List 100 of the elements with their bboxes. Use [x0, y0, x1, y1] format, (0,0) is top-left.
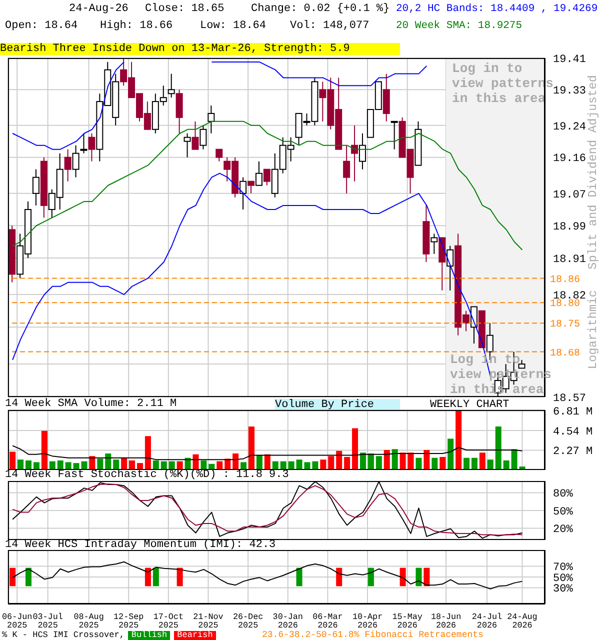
candlestick [430, 233, 438, 254]
annotation: WEEKLY CHART [430, 399, 510, 411]
bar [432, 458, 438, 470]
chart-title: 14 Week SMA Volume: 2.11 M [5, 398, 177, 410]
ref-line-label: 18.75 [550, 320, 580, 331]
bar [352, 428, 358, 470]
bar [424, 450, 430, 470]
candlestick [176, 89, 183, 134]
text: Vol: 148,077 [290, 20, 370, 32]
legend-title: % K - HCS IMI Crossover, [2, 630, 124, 640]
candlestick [200, 124, 207, 150]
bar [97, 458, 104, 470]
candlestick [216, 148, 223, 162]
text: Open: 18.64 [5, 20, 78, 32]
x-tick-label: 24-Aug 2026 [507, 612, 538, 631]
text: Bearish [174, 630, 216, 640]
text: 20 Week SMA: 18.9275 [396, 20, 522, 32]
candlestick [184, 132, 191, 158]
candlestick [64, 148, 72, 182]
bar [376, 456, 382, 470]
y-tick-label: 20% [553, 524, 574, 536]
y-tick-label: 80% [553, 488, 574, 501]
candlestick [446, 245, 454, 291]
bar [384, 450, 390, 470]
bar [10, 452, 16, 470]
y-tick-label: 19.33 [553, 86, 586, 98]
text: Bullish [128, 630, 170, 640]
bar [18, 460, 24, 470]
x-tick-label: 06-Jun 2025 [2, 612, 32, 631]
bar [448, 438, 454, 470]
candlestick [192, 120, 199, 150]
candlestick [168, 73, 175, 98]
bar [511, 449, 518, 470]
y-tick-label: 18.57 [553, 392, 586, 405]
y-tick-label: 4.54 M [553, 426, 593, 438]
bar [41, 430, 48, 470]
y-tick-label: 30% [553, 584, 574, 596]
bar [256, 455, 262, 470]
chart-title: 14 Week HCS Intraday Momentum (IMI): 42.3 [5, 539, 276, 551]
text: Low: 18.64 [200, 20, 266, 32]
text: Logarithmic [586, 290, 600, 370]
bar [248, 426, 254, 470]
text: Close: 18.65 [145, 3, 224, 15]
x-tick-label: 21-Nov 2025 [193, 612, 224, 631]
bar [113, 460, 120, 470]
text: 20,2 HC Bands: 18.4409 , 19.4269 [396, 3, 598, 15]
candlestick [208, 105, 215, 134]
candlestick [343, 144, 350, 194]
x-tick-label: 08-Aug 2025 [74, 612, 104, 631]
x-tick-label: 06-Mar 2026 [312, 612, 343, 631]
y-tick-label: 6.81 M [553, 406, 593, 419]
x-tick-label: 30-Jan 2026 [272, 612, 303, 631]
y-tick-label: 70% [553, 562, 574, 574]
text: Change: 0.02 {+0.1 %} [251, 3, 390, 15]
candlestick [72, 144, 80, 178]
y-tick-label: 19.07 [553, 189, 586, 202]
bar [144, 436, 151, 470]
y-tick-label: 18.99 [553, 222, 586, 234]
text: High: 18.66 [100, 20, 173, 32]
y-tick-label: 50% [553, 506, 574, 518]
bar [328, 456, 334, 470]
candlestick [263, 168, 270, 186]
bar [471, 458, 478, 470]
x-tick-label: 03-Jul 2025 [32, 612, 63, 631]
ref-line-label: 18.86 [550, 274, 580, 286]
y-tick-label: 19.24 [553, 121, 586, 134]
ref-line-label: 18.68 [550, 348, 580, 360]
x-tick-label: 26-Dec 2025 [232, 612, 264, 631]
x-tick-label: 12-Sep 2025 [114, 612, 144, 631]
candlestick [32, 168, 40, 206]
x-tick-label: 17-Oct 2025 [153, 612, 184, 631]
y-tick-label: 2.27 M [553, 446, 593, 458]
x-tick-label: 18-Jun 2026 [430, 612, 462, 631]
bar [456, 410, 462, 470]
bar [392, 449, 398, 470]
y-tick-label: 19.16 [553, 153, 586, 166]
x-tick-label: 10-Apr 2026 [352, 612, 383, 631]
bar [479, 452, 486, 470]
text: Split and Dividend Adjusted [586, 75, 600, 270]
bar [440, 456, 446, 470]
candlestick [390, 120, 398, 150]
y-tick-label: 19.41 [553, 54, 586, 66]
y-tick-label: 50% [553, 572, 574, 585]
bar [487, 460, 494, 470]
candlestick [247, 180, 254, 194]
text: Bearish Three Inside Down on 13-Mar-26, Strength: 5.9 [0, 43, 400, 55]
x-tick-label: 15-May 2026 [392, 612, 422, 631]
candlestick [80, 132, 88, 154]
candlestick [382, 73, 390, 122]
line-series [12, 445, 523, 460]
annotation: Volume By Price [275, 399, 400, 411]
candlestick [88, 132, 96, 162]
bar [344, 456, 350, 470]
bar [464, 458, 470, 470]
bar [320, 460, 326, 470]
bar [416, 458, 422, 470]
line-series [12, 561, 523, 590]
text: 23.6-38.2-50-61.8% Fibonacci Retracements [262, 630, 484, 640]
candlestick [240, 176, 247, 210]
candlestick [255, 160, 262, 186]
